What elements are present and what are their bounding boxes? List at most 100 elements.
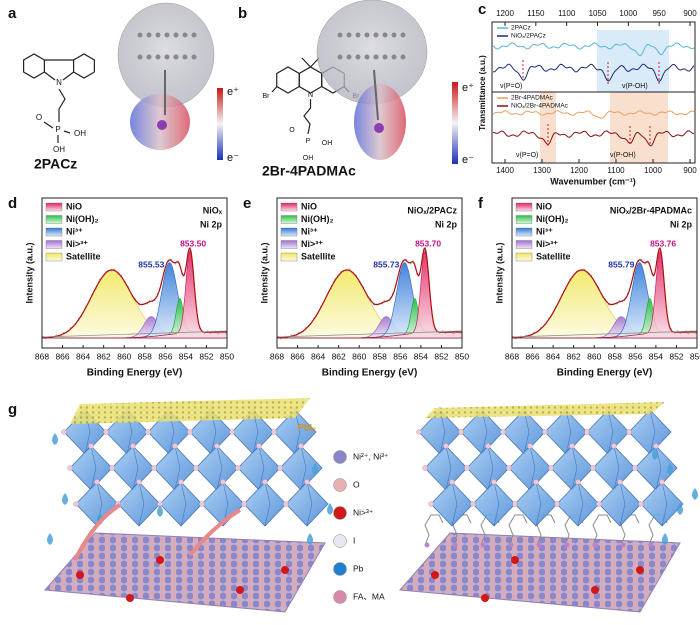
atom [173, 32, 179, 38]
atom [199, 501, 205, 507]
tick-label: 1150 [527, 9, 545, 18]
octahedron-edge [529, 445, 536, 491]
background [511, 330, 698, 338]
atom [182, 32, 188, 38]
colorbar [452, 82, 458, 164]
atom [659, 479, 665, 485]
background [41, 330, 228, 338]
legend-label: Satellite [536, 251, 571, 261]
band [540, 92, 556, 163]
tick-label: 864 [76, 351, 90, 361]
atom [182, 54, 188, 60]
axis-title: Transmittance (a.u.) [478, 55, 487, 131]
legend-marker [333, 590, 347, 604]
atom [584, 429, 590, 435]
legend-swatch [280, 215, 298, 224]
atom [155, 32, 161, 38]
atom [191, 54, 197, 60]
tick-label: 850 [690, 351, 700, 361]
atom-label: O [289, 127, 295, 134]
atom [229, 429, 235, 435]
octahedron-edge [487, 445, 494, 491]
octahedron-edge [577, 481, 584, 527]
legend-label: FA、MA [353, 591, 385, 601]
octahedron-edge [523, 409, 530, 455]
octahedron-edge [216, 445, 223, 491]
atom [653, 443, 659, 449]
water-droplet [52, 433, 58, 445]
plot-frame [276, 197, 463, 349]
atom [500, 429, 506, 435]
atom-label: N [56, 78, 62, 87]
water-droplet [157, 505, 163, 517]
tick-label: 862 [567, 351, 581, 361]
legend-marker [333, 506, 347, 520]
peak-label: 853.70 [415, 238, 441, 248]
atom-label: Br [263, 93, 271, 100]
atom [431, 571, 439, 579]
atom [373, 32, 379, 38]
atom-label: OH [303, 155, 314, 162]
tick-label: 864 [546, 351, 560, 361]
atom [564, 542, 570, 548]
legend-swatch [280, 227, 298, 237]
pbi2-sheet [70, 398, 310, 424]
tick-label: 850 [220, 351, 234, 361]
atom [346, 32, 352, 38]
octahedron-edge [180, 481, 187, 527]
atom [592, 542, 598, 548]
legend-label: NiO [536, 201, 552, 211]
atom [236, 586, 244, 594]
octahedron [430, 481, 474, 527]
atom-label: OH [74, 129, 86, 138]
substrate [398, 532, 681, 613]
atom [590, 465, 596, 471]
tick-label: 860 [352, 351, 366, 361]
atom [480, 542, 486, 548]
annotation: ν(P=O) [516, 152, 538, 159]
atom [298, 443, 304, 449]
tick-label: 852 [669, 351, 683, 361]
spectrum [492, 110, 695, 119]
atom [67, 465, 73, 471]
colorbar-label: e⁻ [227, 152, 239, 164]
atom-label: P [55, 125, 60, 134]
tick-label: 854 [179, 351, 193, 361]
panel-label: f [478, 195, 484, 212]
tick-label: 852 [434, 351, 448, 361]
octahedron [237, 445, 281, 491]
band [597, 30, 669, 92]
legend-label: Pb [353, 563, 364, 573]
octahedron-edge [132, 445, 139, 491]
atom [364, 54, 370, 60]
water-droplet [312, 463, 318, 475]
octahedron-edge [138, 481, 145, 527]
octahedron-edge [649, 409, 656, 455]
atom [632, 465, 638, 471]
tick-label: 1200 [570, 166, 588, 175]
tick-label: 860 [117, 351, 131, 361]
molecule-name: 2Br-4PADMAc [262, 163, 356, 179]
atom [554, 501, 560, 507]
legend-swatch [280, 240, 298, 249]
octahedron-edge [493, 481, 500, 527]
tick-label: 900 [683, 9, 697, 18]
atom [61, 429, 67, 435]
octahedron-edge [174, 445, 181, 491]
tick-label: 850 [455, 351, 469, 361]
atom [73, 501, 79, 507]
atom [636, 566, 644, 574]
atom [172, 443, 178, 449]
bond [271, 86, 278, 93]
panel-label: c [478, 1, 486, 18]
legend-swatch [515, 227, 533, 237]
atom [481, 594, 489, 602]
bond [63, 130, 71, 134]
atom [569, 443, 575, 449]
atom [428, 501, 434, 507]
atom [271, 429, 277, 435]
water-droplet [667, 463, 673, 475]
atom [220, 479, 226, 485]
bond [44, 71, 56, 81]
